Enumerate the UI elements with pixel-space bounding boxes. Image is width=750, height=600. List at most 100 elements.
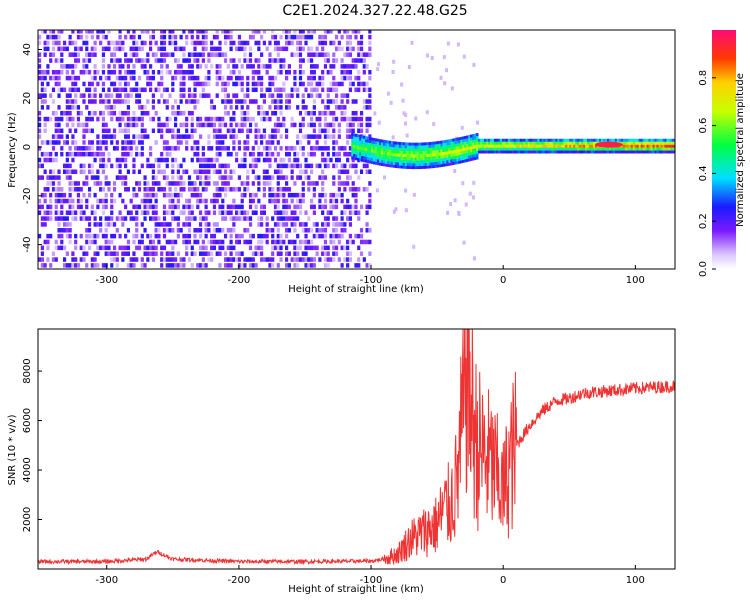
heatmap-cell bbox=[378, 150, 382, 154]
heatmap-cell bbox=[549, 150, 552, 154]
heatmap-cell bbox=[90, 257, 94, 262]
heatmap-cell bbox=[240, 128, 244, 134]
heatmap-cell bbox=[285, 163, 289, 169]
heatmap-cell bbox=[404, 121, 408, 126]
heatmap-cell bbox=[82, 140, 86, 145]
heatmap-cell bbox=[218, 69, 222, 75]
heatmap-cell bbox=[201, 169, 205, 174]
heatmap-cell bbox=[318, 110, 322, 116]
heatmap-cell bbox=[315, 146, 319, 151]
heatmap-cell bbox=[444, 145, 447, 149]
heatmap-cell bbox=[273, 40, 278, 46]
heatmap-cell bbox=[309, 46, 314, 52]
heatmap-cell bbox=[268, 116, 272, 122]
heatmap-cell bbox=[581, 141, 584, 145]
heatmap-cell bbox=[176, 216, 180, 221]
heatmap-cell bbox=[359, 146, 362, 150]
heatmap-cell bbox=[198, 134, 203, 139]
heatmap-cell bbox=[602, 150, 606, 154]
heatmap-cell bbox=[232, 110, 236, 116]
heatmap-cell bbox=[107, 181, 111, 186]
heatmap-cell bbox=[273, 204, 278, 210]
heatmap-cell bbox=[309, 58, 314, 63]
heatmap-cell bbox=[462, 156, 465, 160]
heatmap-cell bbox=[394, 150, 398, 154]
heatmap-cell bbox=[107, 93, 111, 98]
heatmap-cell bbox=[307, 58, 311, 63]
heatmap-cell bbox=[279, 222, 283, 227]
heatmap-cell bbox=[521, 147, 525, 151]
heatmap-cell bbox=[168, 192, 172, 198]
heatmap-cell bbox=[468, 143, 471, 147]
heatmap-cell bbox=[215, 251, 219, 256]
heatmap-cell bbox=[323, 52, 328, 57]
heatmap-cell bbox=[51, 140, 56, 145]
heatmap-cell bbox=[359, 52, 364, 57]
heatmap-cell bbox=[365, 169, 369, 174]
heatmap-cell bbox=[340, 263, 344, 268]
heatmap-cell bbox=[662, 147, 665, 151]
heatmap-cell bbox=[405, 133, 409, 138]
heatmap-cell bbox=[198, 175, 203, 180]
heatmap-cell bbox=[107, 157, 111, 163]
heatmap-cell bbox=[343, 169, 347, 174]
heatmap-cell bbox=[218, 146, 222, 151]
heatmap-cell bbox=[312, 187, 316, 192]
heatmap-cell bbox=[432, 153, 435, 157]
heatmap-cell bbox=[221, 175, 225, 180]
heatmap-cell bbox=[470, 155, 473, 159]
heatmap-cell bbox=[243, 157, 247, 163]
heatmap-cell bbox=[260, 134, 264, 139]
heatmap-cell bbox=[143, 228, 147, 233]
heatmap-cell bbox=[43, 128, 47, 134]
heatmap-cell bbox=[223, 216, 228, 221]
heatmap-cell bbox=[561, 144, 564, 148]
heatmap-cell bbox=[215, 64, 219, 69]
heatmap-cell bbox=[221, 81, 225, 87]
heatmap-cell bbox=[257, 75, 261, 81]
heatmap-cell bbox=[436, 164, 439, 168]
heatmap-cell bbox=[38, 58, 42, 63]
heatmap-cell bbox=[296, 40, 300, 46]
heatmap-cell bbox=[129, 122, 133, 128]
heatmap-cell bbox=[132, 187, 136, 192]
heatmap-cell bbox=[226, 187, 230, 192]
heatmap-cell bbox=[334, 198, 339, 204]
heatmap-cell bbox=[85, 30, 89, 34]
heatmap-cell bbox=[198, 169, 203, 174]
heatmap-cell bbox=[312, 151, 316, 157]
heatmap-cell bbox=[87, 151, 92, 157]
heatmap-cell bbox=[535, 144, 538, 148]
heatmap-cell bbox=[96, 245, 100, 251]
heatmap-cell bbox=[380, 142, 384, 146]
heatmap-cell bbox=[355, 151, 358, 155]
heatmap-cell bbox=[368, 30, 372, 34]
heatmap-cell bbox=[509, 147, 513, 151]
heatmap-cell bbox=[401, 98, 405, 103]
heatmap-cell bbox=[212, 116, 217, 122]
heatmap-cell bbox=[226, 128, 230, 134]
heatmap-cell bbox=[229, 40, 233, 46]
heatmap-cell bbox=[157, 233, 161, 239]
heatmap-cell bbox=[104, 46, 108, 52]
heatmap-cell bbox=[126, 64, 131, 69]
heatmap-cell bbox=[348, 175, 353, 180]
heatmap-cell bbox=[448, 162, 451, 166]
heatmap-cell bbox=[323, 157, 328, 163]
heatmap-cell bbox=[149, 87, 153, 93]
heatmap-cell bbox=[309, 134, 314, 139]
heatmap-cell bbox=[410, 40, 414, 45]
heatmap-cell bbox=[221, 245, 225, 251]
heatmap-cell bbox=[212, 163, 217, 169]
heatmap-cell bbox=[329, 30, 333, 34]
heatmap-cell bbox=[76, 75, 81, 81]
heatmap-cell bbox=[282, 64, 286, 69]
heatmap-cell bbox=[357, 40, 361, 46]
heatmap-cell bbox=[495, 141, 499, 145]
heatmap-cell bbox=[527, 144, 531, 148]
heatmap-cell bbox=[143, 134, 147, 139]
heatmap-cell bbox=[640, 141, 644, 145]
heatmap-cell bbox=[146, 210, 150, 215]
heatmap-cell bbox=[143, 110, 147, 116]
heatmap-cell bbox=[223, 93, 228, 98]
